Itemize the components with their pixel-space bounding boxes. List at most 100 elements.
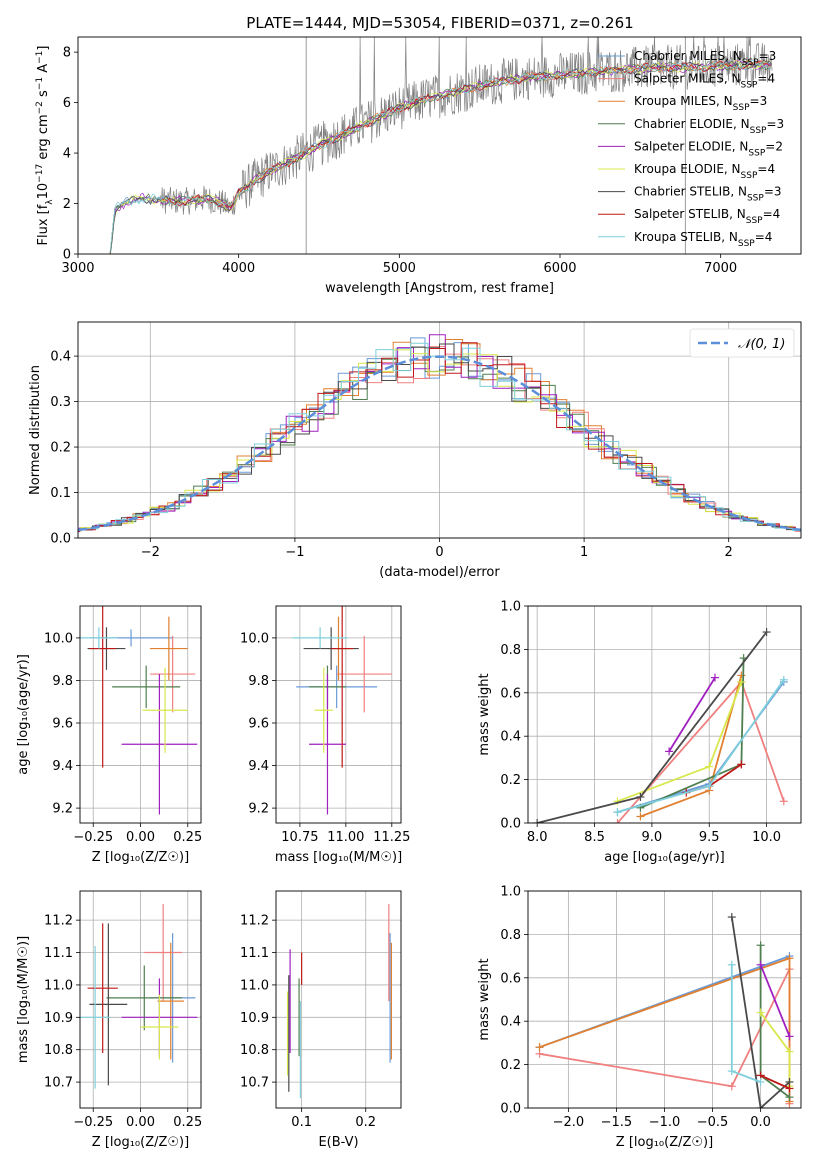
y-tick-label: 4 (63, 147, 71, 162)
y-tick-label: 0.4 (50, 350, 71, 365)
x-tick-label: 0.00 (126, 830, 155, 845)
y-axis-label: age [log₁₀(age/yr)] (16, 654, 31, 775)
y-tick-label: 11.2 (44, 914, 73, 929)
x-axis-label: Z [log₁₀(Z/Z☉)] (92, 850, 189, 865)
x-tick-label: 1 (580, 545, 588, 560)
legend-subscript: SSP (738, 239, 755, 249)
x-tick-label: −1.5 (601, 1115, 633, 1130)
x-axis-label: age [log₁₀(age/yr)] (604, 850, 725, 865)
x-tick-label: 9.0 (642, 830, 663, 845)
x-tick-label: 7000 (704, 261, 737, 276)
panel-weight-vs-age: 8.0 8.5 9.0 9.5 10.0 0.0 0.2 0.4 0.6 0.8 1.0 age [l… (477, 600, 802, 865)
panel-age-vs-mass: 10.75 11.00 11.25 9.2 9.4 9.6 9.8 10.0 mass [log… (240, 605, 410, 865)
panel-residuals: −2 −1 0 1 2 0.0 0.1 0.2 0.3 0.4 (data-model)/error… (28, 321, 802, 580)
plot-area (286, 903, 392, 1099)
y-tick-label: 10.8 (240, 1043, 269, 1058)
y-tick-label: 0.2 (500, 773, 521, 788)
y-tick-label: 9.2 (52, 802, 73, 817)
x-tick-label: 11.25 (373, 830, 410, 845)
y-tick-label: 2 (63, 197, 71, 212)
axes-frame (77, 36, 802, 255)
y-tick-label: 10.8 (44, 1043, 73, 1058)
y-axis-label-part: 10 (36, 183, 51, 200)
y-tick-label: 11.0 (240, 978, 269, 993)
y-tick-label: 0.8 (500, 928, 521, 943)
legend-count: =2 (765, 139, 783, 153)
legend-subscript: SSP (741, 171, 758, 181)
x-tick-label: 10.0 (752, 830, 781, 845)
y-tick-label: 0.0 (50, 532, 71, 547)
y-tick-label: 0.4 (500, 730, 521, 745)
plot-area (78, 334, 801, 533)
legend-subscript: SSP (741, 81, 758, 91)
y-axis-label: Normed distribution (28, 365, 43, 495)
axes-frame (527, 605, 802, 824)
y-tick-label: 0.2 (500, 1058, 521, 1073)
legend-subscript: SSP (750, 126, 767, 136)
y-tick-label: 9.2 (248, 802, 269, 817)
y-tick-label: 0.2 (50, 441, 71, 456)
y-tick-label: 9.4 (52, 759, 73, 774)
panel-mass-vs-EBV: 0.1 0.2 10.7 10.8 10.9 11.0 11.1 11.2 E(B-V) (240, 890, 402, 1150)
axes-frame (275, 605, 402, 824)
plot-area (109, 37, 773, 254)
y-tick-label: 10.7 (44, 1076, 73, 1091)
plot-area (292, 606, 392, 815)
legend-count: =4 (755, 230, 773, 244)
x-axis-label: mass [log₁₀(M/M☉)] (275, 850, 402, 865)
y-axis-label-part: ] (36, 46, 51, 51)
y-axis-label: mass weight (477, 958, 492, 1040)
y-tick-label: 0.6 (500, 686, 521, 701)
x-tick-label: −2.0 (553, 1115, 585, 1130)
y-tick-label: 0 (63, 248, 71, 263)
y-axis-label-part: −2 (35, 101, 45, 114)
axes-frame (275, 890, 402, 1109)
legend-subscript: SSP (742, 58, 759, 68)
y-tick-label: 11.2 (240, 914, 269, 929)
legend-count: =4 (757, 72, 775, 86)
legend-count: =3 (764, 185, 782, 199)
y-tick-label: 0.4 (500, 1015, 521, 1030)
x-tick-label: 8.0 (527, 830, 548, 845)
y-axis-label-part: −17 (35, 164, 45, 183)
y-axis-label: Flux [fλ10−17 erg cm−2 s−1 A−1] (35, 46, 55, 246)
plots-layer: 3000 4000 5000 6000 7000 0 2 4 6 8 wavelength [Ang… (16, 36, 802, 1150)
x-tick-label: 0.2 (355, 1115, 376, 1130)
y-tick-label: 1.0 (500, 600, 521, 615)
plot-area (80, 903, 198, 1089)
weight-line (760, 1074, 790, 1090)
y-tick-label: 9.6 (248, 717, 269, 732)
y-tick-label: 9.6 (52, 717, 73, 732)
y-tick-label: 11.1 (44, 946, 73, 961)
x-tick-label: 0.25 (173, 830, 202, 845)
x-tick-label: 5000 (383, 261, 416, 276)
panel-weight-vs-Z: −2.0 −1.5 −1.0 −0.5 0.0 0.0 0.2 0.4 0.6 0.8 1.0 Z [… (477, 885, 802, 1150)
y-axis-label-part: λ (45, 199, 55, 205)
legend-subscript: SSP (747, 194, 764, 204)
plot-area (533, 628, 788, 823)
x-tick-label: 3000 (61, 261, 94, 276)
y-tick-label: 10.0 (240, 631, 269, 646)
y-tick-label: 6 (63, 96, 71, 111)
y-tick-label: 10.7 (240, 1076, 269, 1091)
x-tick-label: −1.0 (649, 1115, 681, 1130)
x-tick-label: 0.00 (126, 1115, 155, 1130)
y-axis-label-part: −1 (35, 51, 45, 64)
y-tick-label: 9.8 (52, 674, 73, 689)
legend-frame (689, 328, 795, 358)
y-axis-label-part: −1 (35, 77, 45, 90)
y-tick-label: 10.9 (240, 1011, 269, 1026)
weight-line (730, 916, 791, 1108)
x-axis-label: Z [log₁₀(Z/Z☉)] (92, 1135, 189, 1150)
x-tick-label: 0.25 (173, 1115, 202, 1130)
x-axis-label: Z [log₁₀(Z/Z☉)] (616, 1135, 713, 1150)
x-tick-label: 2 (725, 545, 733, 560)
y-axis-label: mass weight (477, 673, 492, 755)
legend-count: =4 (763, 207, 781, 221)
y-axis-label-part: A (36, 64, 51, 77)
legend: 𝒩(0, 1) (689, 328, 795, 358)
y-axis-label-part: erg cm (36, 114, 51, 163)
y-axis-label-part: s (36, 90, 51, 101)
panel-mass-vs-Z: −0.25 0.00 0.25 10.7 10.8 10.9 11.0 11.1 11.2 Z [… (16, 890, 202, 1150)
